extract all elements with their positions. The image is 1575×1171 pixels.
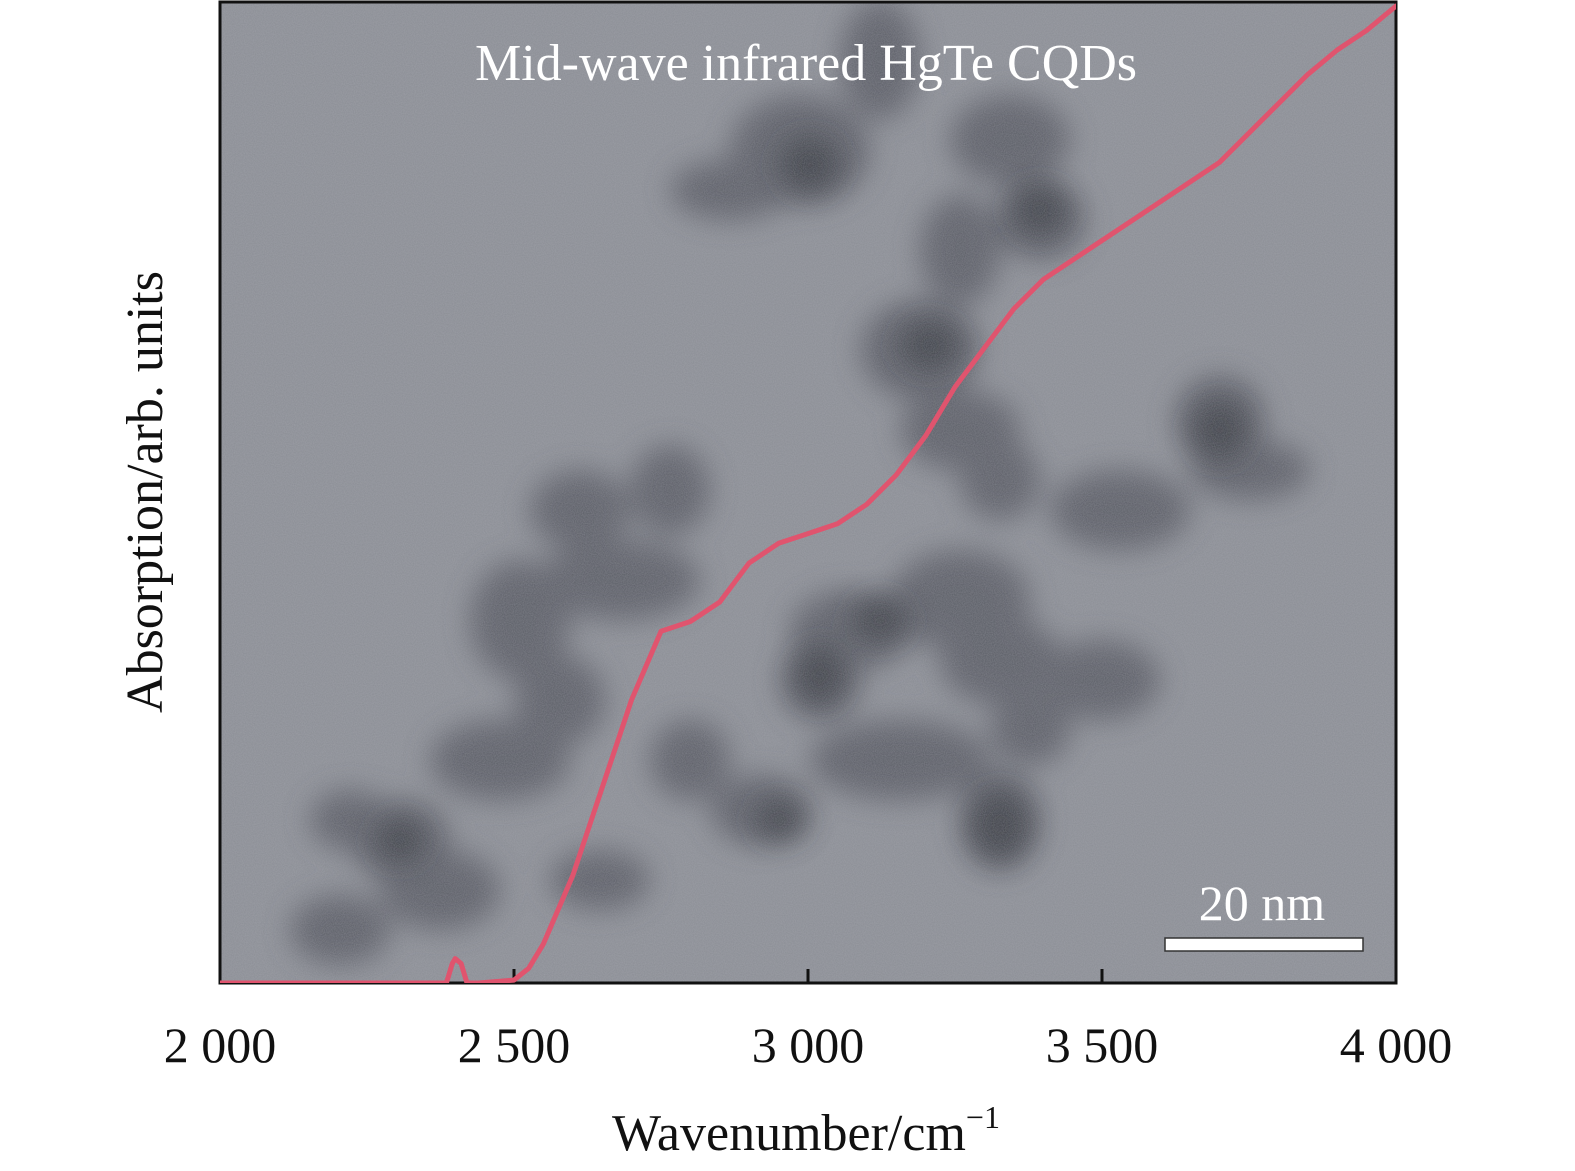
x-tick-label: 3 500 — [1046, 1017, 1159, 1073]
x-axis-title-main: Wavenumber/cm — [612, 1105, 966, 1162]
x-tick-label: 2 000 — [164, 1017, 277, 1073]
x-tick-label: 3 000 — [752, 1017, 865, 1073]
x-axis-title-superscript: −1 — [966, 1099, 1000, 1135]
tem-micrograph-background — [220, 2, 1396, 983]
scale-bar: 20 nm — [1164, 875, 1364, 952]
x-tick-label: 4 000 — [1340, 1017, 1453, 1073]
series-layer — [220, 3, 1396, 983]
scale-bar-line — [1164, 937, 1364, 952]
series-line — [220, 3, 1396, 983]
scale-bar-label: 20 nm — [1199, 875, 1326, 931]
x-axis-title: Wavenumber/cm−1 — [612, 1099, 1000, 1162]
y-axis-title: Absorption/arb. units — [117, 271, 174, 713]
x-axis-ticks: 2 000 2 500 3 000 3 500 4 000 — [164, 969, 1453, 1073]
chart-title: Mid-wave infrared HgTe CQDs — [475, 35, 1137, 92]
x-tick-label: 2 500 — [458, 1017, 571, 1073]
